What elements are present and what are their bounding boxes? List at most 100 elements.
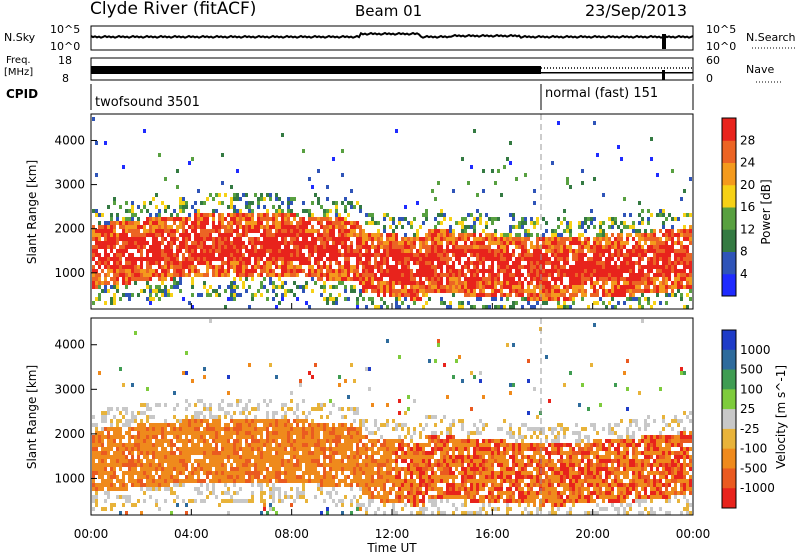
power-cell (347, 245, 350, 249)
power-cell (179, 245, 182, 249)
power-cell (209, 193, 212, 197)
power-cell (290, 265, 293, 269)
velocity-cell (218, 503, 221, 507)
velocity-cell (332, 439, 335, 443)
power-cell (356, 253, 359, 257)
power-cell (239, 253, 242, 257)
power-cell (92, 301, 95, 305)
power-cell (461, 233, 464, 237)
power-cell (638, 213, 641, 217)
power-cell (404, 237, 407, 241)
power-cell (143, 205, 146, 209)
power-cell (425, 253, 428, 257)
power-cell (275, 213, 278, 217)
power-cell (227, 273, 230, 277)
power-cell (170, 229, 173, 233)
power-cell (110, 257, 113, 261)
velocity-cell (311, 407, 314, 411)
power-cell (248, 201, 251, 205)
power-cell (578, 245, 581, 249)
power-cell (425, 269, 428, 273)
velocity-cell (224, 475, 227, 479)
velocity-cell (248, 467, 251, 471)
velocity-cell (134, 459, 137, 463)
power-cell (455, 277, 458, 281)
power-cell (548, 297, 551, 301)
velocity-cell (284, 447, 287, 451)
power-cell (689, 261, 692, 265)
power-cell (527, 229, 530, 233)
power-cell (461, 285, 464, 289)
power-cell (518, 221, 521, 225)
power-cell (356, 245, 359, 249)
power-cell (173, 277, 176, 281)
velocity-cell (251, 447, 254, 451)
power-cell (614, 261, 617, 265)
power-cell (686, 257, 689, 261)
velocity-cell (179, 483, 182, 487)
power-cell (227, 229, 230, 233)
velocity-cell (119, 451, 122, 455)
power-cell (230, 241, 233, 245)
power-cell (182, 237, 185, 241)
power-cell (665, 249, 668, 253)
power-cell (449, 237, 452, 241)
velocity-cell (185, 439, 188, 443)
velocity-cell (209, 447, 212, 451)
power-cell (236, 253, 239, 257)
power-cell (440, 233, 443, 237)
power-cell (638, 301, 641, 305)
power-cell (134, 233, 137, 237)
power-cell (500, 305, 503, 309)
velocity-cell (320, 451, 323, 455)
power-cell (608, 249, 611, 253)
power-cell (224, 305, 227, 309)
power-cell (431, 273, 434, 277)
power-cell (593, 261, 596, 265)
power-cell (152, 221, 155, 225)
velocity-cell (242, 479, 245, 483)
power-cell (668, 237, 671, 241)
velocity-cell (194, 427, 197, 431)
power-cell (623, 285, 626, 289)
power-cell (512, 217, 515, 221)
power-cell (530, 269, 533, 273)
power-cell (278, 265, 281, 269)
power-cell (275, 273, 278, 277)
power-cell (461, 281, 464, 285)
power-cell (287, 225, 290, 229)
power-cell (509, 161, 512, 165)
power-cell (638, 245, 641, 249)
velocity-cell (275, 463, 278, 467)
power-cell (329, 297, 332, 301)
power-cell (524, 249, 527, 253)
power-cell (503, 233, 506, 237)
power-cell (173, 281, 176, 285)
power-cell (338, 233, 341, 237)
power-cell (557, 249, 560, 253)
power-cell (374, 233, 377, 237)
power-cell (275, 241, 278, 245)
power-cell (146, 221, 149, 225)
power-cell (248, 269, 251, 273)
power-cell (461, 265, 464, 269)
power-cell (308, 177, 311, 181)
power-cell (395, 261, 398, 265)
velocity-cell (335, 431, 338, 435)
velocity-cell (200, 411, 203, 415)
velocity-cell (323, 451, 326, 455)
power-cell (614, 285, 617, 289)
velocity-cell (98, 463, 101, 467)
power-cell (200, 225, 203, 229)
velocity-cell (152, 463, 155, 467)
power-cell (650, 289, 653, 293)
power-cell (668, 269, 671, 273)
power-cell (527, 297, 530, 301)
power-cell (482, 273, 485, 277)
velocity-cell (245, 415, 248, 419)
power-cell (449, 281, 452, 285)
power-cell (245, 269, 248, 273)
power-cell (488, 241, 491, 245)
power-cell (143, 257, 146, 261)
velocity-cell (326, 491, 329, 495)
